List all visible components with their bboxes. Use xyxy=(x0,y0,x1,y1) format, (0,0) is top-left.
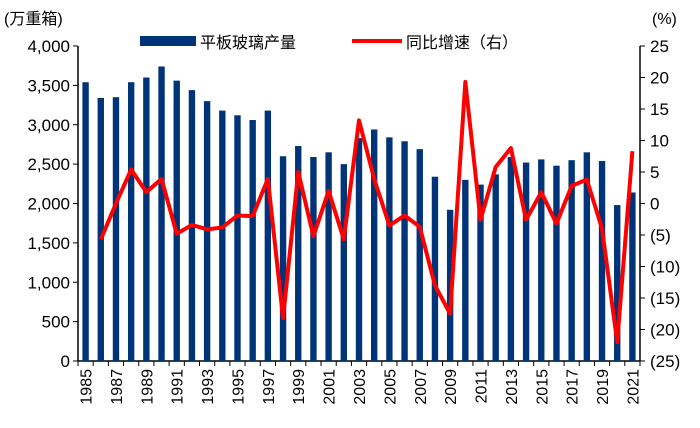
x-tick-label: 2015 xyxy=(534,369,551,405)
bar xyxy=(128,82,134,361)
x-tick-label: 2013 xyxy=(504,369,521,405)
x-tick-label: 1993 xyxy=(200,369,217,405)
bar xyxy=(310,157,316,361)
right-tick-label: (10) xyxy=(650,258,680,277)
x-tick-label: 1989 xyxy=(139,369,156,405)
growth-line xyxy=(101,82,633,342)
right-tick-label: (25) xyxy=(650,352,680,371)
legend: 平板玻璃产量 同比增速（右） xyxy=(140,34,518,52)
left-tick-label: 2,000 xyxy=(27,195,70,214)
right-tick-label: (20) xyxy=(650,321,680,340)
bar xyxy=(265,111,271,361)
legend-bar-label: 平板玻璃产量 xyxy=(200,34,296,52)
bar xyxy=(341,164,347,361)
left-tick-label: 500 xyxy=(42,313,70,332)
right-unit-label: (%) xyxy=(652,11,677,28)
left-tick-label: 0 xyxy=(61,352,70,371)
left-unit-label: (万重箱) xyxy=(4,10,63,28)
x-tick-label: 2003 xyxy=(352,369,369,405)
right-tick-label: (5) xyxy=(650,226,671,245)
x-tick-label: 2017 xyxy=(565,369,582,405)
right-tick-label: 0 xyxy=(650,195,659,214)
x-tick-label: 2005 xyxy=(382,369,399,405)
bar xyxy=(325,152,331,361)
right-tick-label: 15 xyxy=(650,100,669,119)
left-tick-label: 1,500 xyxy=(27,234,70,253)
x-tick-label: 2021 xyxy=(625,369,642,405)
right-tick-label: 10 xyxy=(650,132,669,151)
x-tick-label: 1985 xyxy=(79,369,96,405)
x-tick-label: 2009 xyxy=(443,369,460,405)
bar xyxy=(158,66,164,361)
bar xyxy=(629,192,635,361)
bar xyxy=(82,82,88,361)
bar xyxy=(523,163,529,361)
bar xyxy=(553,166,559,361)
x-tick-label: 2011 xyxy=(474,369,491,404)
left-tick-label: 4,000 xyxy=(27,37,70,56)
bar xyxy=(386,137,392,361)
x-tick-label: 1995 xyxy=(230,369,247,405)
x-tick-label: 1991 xyxy=(170,369,187,405)
right-tick-label: 5 xyxy=(650,163,659,182)
bar xyxy=(219,111,225,361)
left-tick-label: 3,000 xyxy=(27,116,70,135)
bar xyxy=(280,156,286,361)
x-tick-label: 2001 xyxy=(322,369,339,405)
bar xyxy=(493,174,499,361)
bar xyxy=(143,78,149,362)
bar xyxy=(113,97,119,361)
bar xyxy=(462,180,468,361)
legend-bar-swatch xyxy=(140,36,196,46)
legend-line-label: 同比增速（右） xyxy=(406,34,518,52)
right-tick-label: 20 xyxy=(650,69,669,88)
left-tick-label: 3,500 xyxy=(27,76,70,95)
bar xyxy=(234,115,240,361)
left-tick-label: 2,500 xyxy=(27,155,70,174)
right-tick-label: 25 xyxy=(650,37,669,56)
bar xyxy=(249,120,255,361)
x-tick-label: 2019 xyxy=(595,369,612,405)
bar xyxy=(356,138,362,361)
x-tick-label: 2007 xyxy=(413,369,430,405)
right-tick-label: (15) xyxy=(650,289,680,308)
left-tick-label: 1,000 xyxy=(27,273,70,292)
bar xyxy=(417,149,423,361)
x-tick-label: 1997 xyxy=(261,369,278,405)
x-tick-label: 1987 xyxy=(109,369,126,405)
bar xyxy=(599,161,605,361)
bar xyxy=(401,141,407,361)
bar xyxy=(508,157,514,361)
bar xyxy=(538,159,544,361)
x-tick-label: 1999 xyxy=(291,369,308,405)
